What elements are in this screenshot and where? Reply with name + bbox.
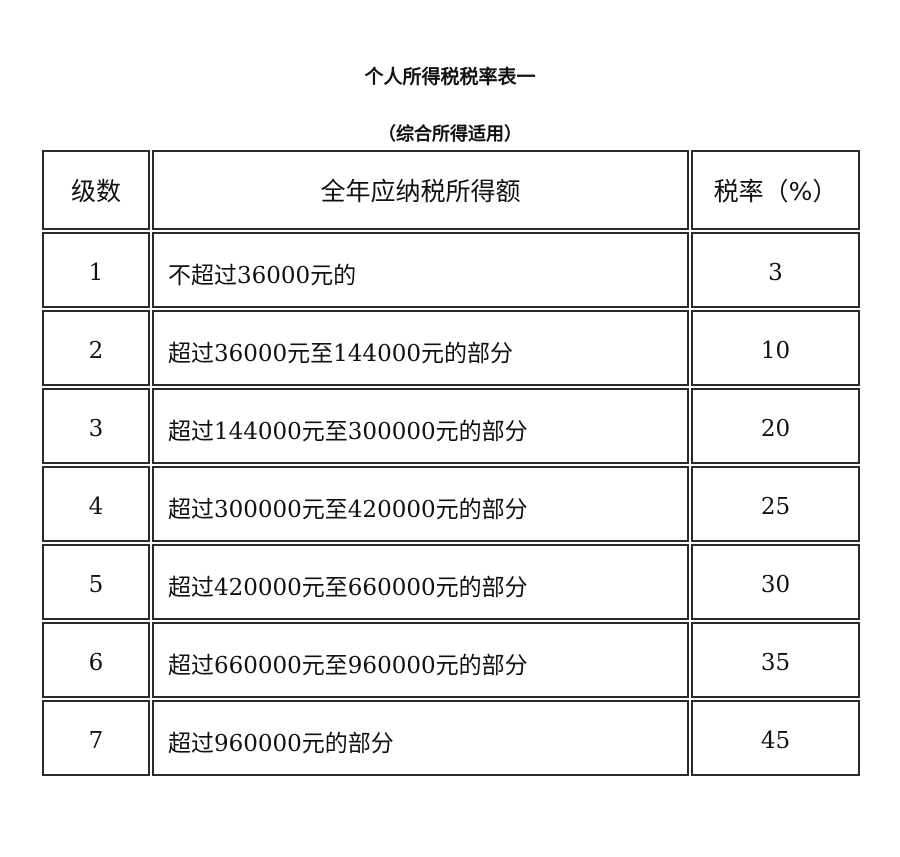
header-rate: 税率（%） xyxy=(691,150,860,230)
cell-level: 4 xyxy=(42,466,150,542)
cell-level: 3 xyxy=(42,388,150,464)
cell-income-range: 超过660000元至960000元的部分 xyxy=(152,622,689,698)
header-level: 级数 xyxy=(42,150,150,230)
header-income: 全年应纳税所得额 xyxy=(152,150,689,230)
cell-rate: 30 xyxy=(691,544,860,620)
cell-rate: 20 xyxy=(691,388,860,464)
cell-level: 1 xyxy=(42,232,150,308)
cell-rate: 45 xyxy=(691,700,860,776)
cell-level: 6 xyxy=(42,622,150,698)
cell-rate: 35 xyxy=(691,622,860,698)
table-row: 5 超过420000元至660000元的部分 30 xyxy=(42,544,860,620)
table-row: 7 超过960000元的部分 45 xyxy=(42,700,860,776)
cell-level: 5 xyxy=(42,544,150,620)
cell-level: 7 xyxy=(42,700,150,776)
table-row: 2 超过36000元至144000元的部分 10 xyxy=(42,310,860,386)
tax-rate-table: 级数 全年应纳税所得额 税率（%） 1 不超过36000元的 3 2 超过36000元至… xyxy=(40,148,862,778)
page-subtitle: （综合所得适用） xyxy=(378,124,522,145)
page-title: 个人所得税税率表一 xyxy=(364,66,536,88)
table-header-row: 级数 全年应纳税所得额 税率（%） xyxy=(42,150,860,230)
cell-level: 2 xyxy=(42,310,150,386)
cell-rate: 10 xyxy=(691,310,860,386)
cell-rate: 25 xyxy=(691,466,860,542)
cell-income-range: 超过300000元至420000元的部分 xyxy=(152,466,689,542)
cell-income-range: 超过36000元至144000元的部分 xyxy=(152,310,689,386)
cell-income-range: 超过144000元至300000元的部分 xyxy=(152,388,689,464)
table-row: 3 超过144000元至300000元的部分 20 xyxy=(42,388,860,464)
table-row: 1 不超过36000元的 3 xyxy=(42,232,860,308)
cell-income-range: 不超过36000元的 xyxy=(152,232,689,308)
cell-rate: 3 xyxy=(691,232,860,308)
cell-income-range: 超过960000元的部分 xyxy=(152,700,689,776)
table-row: 4 超过300000元至420000元的部分 25 xyxy=(42,466,860,542)
table-row: 6 超过660000元至960000元的部分 35 xyxy=(42,622,860,698)
cell-income-range: 超过420000元至660000元的部分 xyxy=(152,544,689,620)
